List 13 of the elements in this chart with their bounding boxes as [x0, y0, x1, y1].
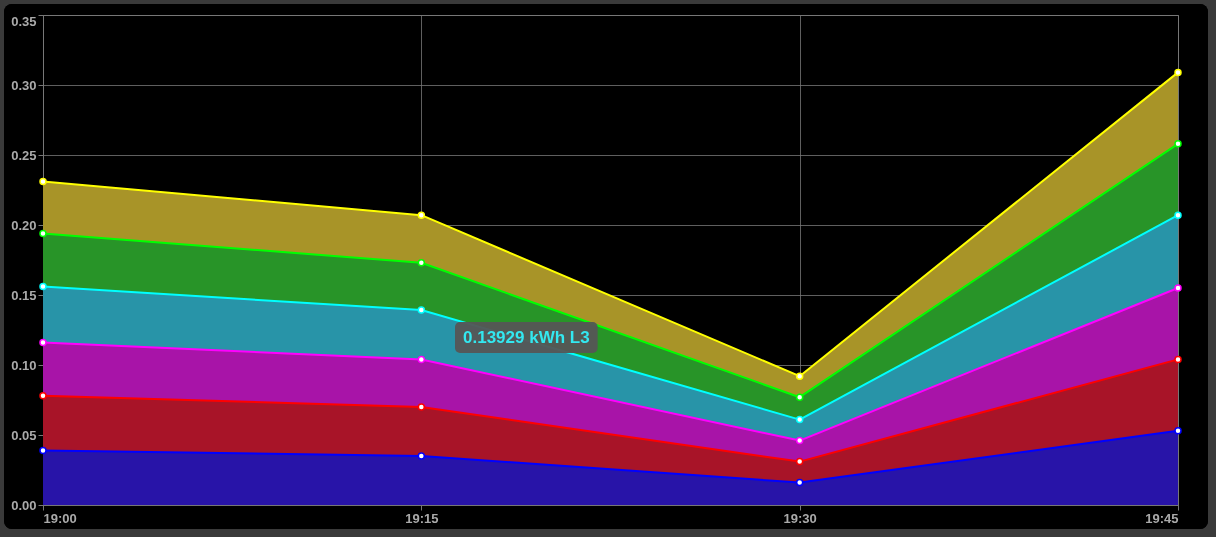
y-tick-label: 0.10: [11, 357, 37, 373]
y-tick-label: 0.30: [11, 77, 37, 93]
x-tick-label: 19:45: [1145, 510, 1179, 526]
y-tick-label: 0.35: [11, 13, 37, 29]
y-tick-label: 0.05: [11, 427, 37, 443]
y-tick-label: 0.15: [11, 287, 37, 303]
y-tick-label: 0.25: [11, 147, 37, 163]
annotation: 0.13929 kWh L3: [463, 327, 590, 347]
x-tick-label: 19:30: [783, 510, 817, 526]
x-tick-label: 19:15: [405, 510, 439, 526]
x-tick-label: 19:00: [43, 510, 77, 526]
y-tick-label: 0.00: [11, 497, 37, 513]
y-tick-label: 0.20: [11, 217, 37, 233]
